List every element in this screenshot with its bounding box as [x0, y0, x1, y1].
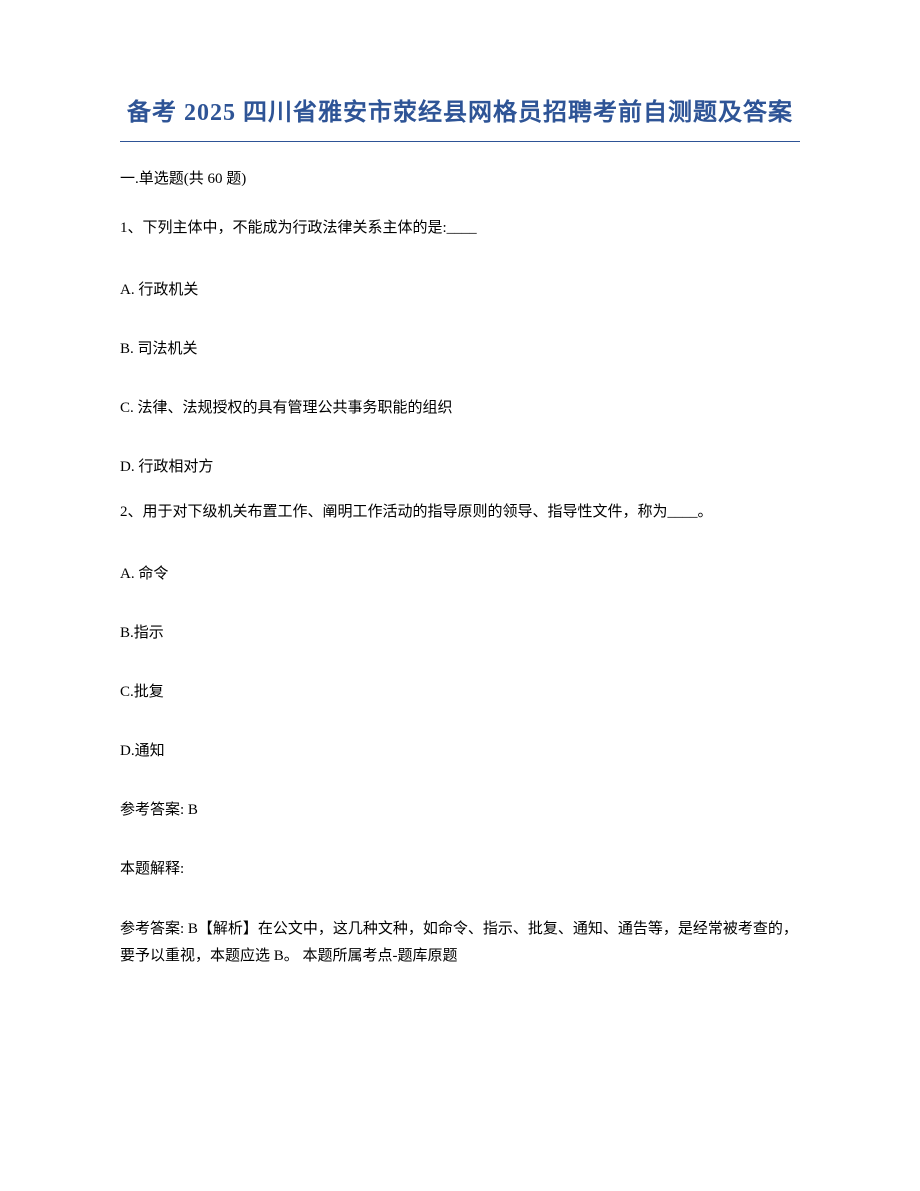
question-1-stem: 1、下列主体中，不能成为行政法律关系主体的是:____: [120, 216, 800, 240]
question-2-option-b: B.指示: [120, 621, 800, 642]
question-2-option-d: D.通知: [120, 739, 800, 760]
page-title: 备考 2025 四川省雅安市荥经县网格员招聘考前自测题及答案: [120, 95, 800, 131]
question-2-explain-label: 本题解释:: [120, 857, 800, 878]
question-2-option-c: C.批复: [120, 680, 800, 701]
question-1-option-d: D. 行政相对方: [120, 455, 800, 476]
question-1-option-c: C. 法律、法规授权的具有管理公共事务职能的组织: [120, 396, 800, 417]
question-2-answer: 参考答案: B: [120, 798, 800, 819]
title-divider: [120, 141, 800, 142]
section-header: 一.单选题(共 60 题): [120, 167, 800, 188]
question-2-explain-text: 参考答案: B【解析】在公文中，这几种文种，如命令、指示、批复、通知、通告等，是…: [120, 916, 800, 970]
question-1-option-b: B. 司法机关: [120, 337, 800, 358]
question-2-stem: 2、用于对下级机关布置工作、阐明工作活动的指导原则的领导、指导性文件，称为___…: [120, 500, 800, 524]
question-1-option-a: A. 行政机关: [120, 278, 800, 299]
question-2-option-a: A. 命令: [120, 562, 800, 583]
